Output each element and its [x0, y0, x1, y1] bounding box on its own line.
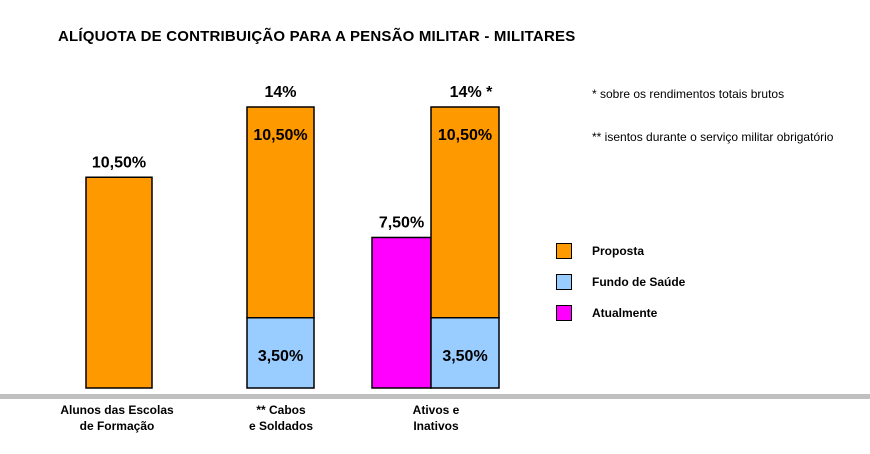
- category-label-alunos-line1: Alunos das Escolas: [60, 403, 174, 417]
- bar-2-total-label: 7,50%: [379, 214, 424, 231]
- bar-1-segment-0: [246, 317, 315, 389]
- bar-1-total-label: 14%: [264, 84, 296, 101]
- bar-3-segment-1: [430, 106, 500, 319]
- bar-0-segment-0: [85, 176, 153, 389]
- category-label-ativos-line1: Ativos e: [412, 403, 460, 417]
- bar-1-segment-0-label: 3,50%: [258, 348, 303, 365]
- category-label-ativos-line2: Inativos: [413, 419, 459, 433]
- category-label-cabos-line1: ** Cabos: [256, 403, 306, 417]
- x-axis-baseline: [0, 394, 870, 399]
- bar-0-total-label: 10,50%: [92, 154, 146, 171]
- bar-3-total-label: 14% *: [450, 84, 493, 101]
- category-label-cabos: ** Cabos e Soldados: [201, 402, 361, 434]
- category-label-cabos-line2: e Soldados: [248, 419, 313, 433]
- footnote-2: ** isentos durante o serviço militar obr…: [592, 130, 834, 144]
- bar-2-segment-0: [371, 236, 432, 389]
- footnote-1: * sobre os rendimentos totais brutos: [592, 87, 785, 101]
- legend-label-fundo-de-saude: Fundo de Saúde: [592, 275, 686, 289]
- legend-label-atualmente: Atualmente: [592, 306, 658, 320]
- category-label-alunos: Alunos das Escolas de Formação: [37, 402, 197, 434]
- bar-3-segment-0-label: 3,50%: [442, 348, 487, 365]
- bar-1-segment-1-label: 10,50%: [253, 127, 307, 144]
- bar-3-segment-1-label: 10,50%: [438, 127, 492, 144]
- bar-1-segment-1: [246, 106, 315, 319]
- legend-swatch-proposta: [556, 243, 572, 259]
- chart-title: ALÍQUOTA DE CONTRIBUIÇÃO PARA A PENSÃO M…: [58, 28, 576, 45]
- legend-swatch-atualmente: [556, 305, 572, 321]
- category-label-alunos-line2: de Formação: [79, 419, 155, 433]
- legend-label-proposta: Proposta: [592, 244, 645, 258]
- bar-3-segment-0: [430, 317, 500, 389]
- category-label-ativos: Ativos e Inativos: [356, 402, 516, 434]
- legend-swatch-fundo-de-saude: [556, 274, 572, 290]
